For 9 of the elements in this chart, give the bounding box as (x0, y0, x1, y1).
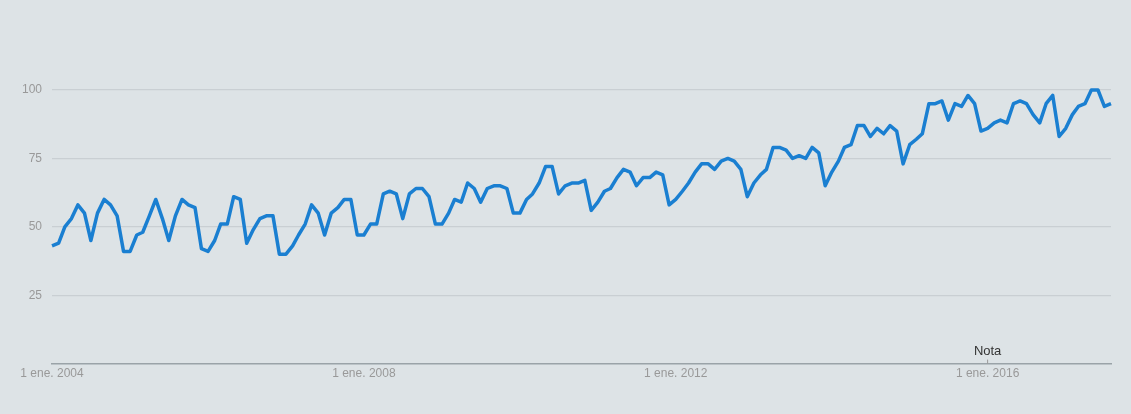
x-tick-label: 1 ene. 2004 (20, 366, 85, 381)
y-tick-label: 100 (21, 82, 43, 97)
x-tick-label: 1 ene. 2016 (955, 366, 1020, 381)
y-tick-label: 50 (28, 219, 43, 234)
annotation: Nota (973, 342, 1003, 358)
y-tick-label: 25 (28, 287, 43, 302)
y-tick-label: 75 (28, 150, 43, 165)
x-tick-label: 1 ene. 2012 (644, 366, 708, 381)
x-tick-label: 1 ene. 2008 (332, 366, 396, 381)
